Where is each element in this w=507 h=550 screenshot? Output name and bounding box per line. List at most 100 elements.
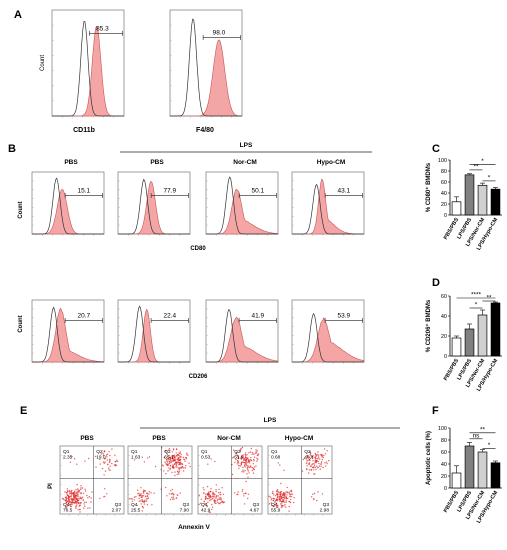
event-dot [276,494,278,496]
event-dot [173,460,175,462]
control-histogram [206,176,278,235]
event-dot [315,455,317,458]
event-dot [206,485,209,488]
event-dot [290,495,293,498]
event-dot [76,500,79,502]
event-dot [319,468,321,470]
event-dot [141,510,143,512]
event-dot [283,494,285,497]
bar-3 [477,184,488,216]
event-dot [210,499,212,501]
event-dot [309,459,311,461]
event-dot [107,463,109,466]
event-dot [219,493,221,495]
event-dot [151,504,153,506]
event-dot [137,492,139,495]
event-dot [215,489,217,491]
event-dot [314,453,317,456]
event-dot [74,502,77,504]
event-dot [313,492,316,495]
event-dot [319,454,321,456]
event-dot [315,468,317,470]
event-dot [237,460,239,462]
event-dot [211,506,214,508]
event-dot [77,489,79,491]
event-dot [73,496,75,498]
panel-e: LPS PBS PBS Nor-CM Hypo-CM PI Annexin V … [48,417,400,531]
event-dot [236,454,238,456]
event-dot [70,494,72,497]
event-dot [325,461,328,463]
event-dot [253,453,255,455]
event-dot [109,454,111,457]
event-dot [328,459,330,462]
event-dot [310,452,312,455]
dotplot-frame [197,445,263,515]
q3-value: 2.07 [112,508,122,514]
event-dot [179,459,182,461]
control-histogram [206,309,278,363]
event-dot [115,464,118,467]
event-dot [270,502,273,504]
event-dot [142,495,144,497]
event-dot [314,461,316,463]
event-dot [111,448,113,450]
event-dot [216,499,219,501]
event-dot [91,491,93,493]
event-dot [281,496,284,498]
event-dot [255,451,257,453]
gate-value: 43.1 [338,188,351,195]
event-dot [162,465,164,467]
event-dot [143,489,145,491]
event-dot [285,497,287,499]
event-dot [168,493,170,495]
event-dot [178,458,180,460]
event-dot [222,493,225,495]
event-dot [87,507,89,509]
event-dot [142,492,145,494]
event-dot [313,469,315,471]
event-dot [235,459,237,461]
event-dot [251,469,253,472]
q2-value: 19.0 [96,455,106,461]
event-dot [173,454,176,456]
event-dot [257,453,260,455]
event-dot [217,501,219,503]
event-dot [278,498,281,500]
event-dot [236,463,238,465]
event-dot [131,498,133,500]
event-dot [208,511,210,513]
histogram-cd206-2: 22.4 [117,299,191,364]
panel-a: Count CD11b F4/80 85.3 98.0 [40,9,243,134]
event-dot [246,466,249,468]
event-dot [308,456,310,459]
y-tick-label: 60 [441,450,447,456]
event-dot [71,498,73,501]
event-dot [291,493,294,495]
event-dot [66,500,68,503]
event-dot [185,457,188,459]
event-dot [88,496,91,498]
event-dot [285,496,287,498]
event-dot [82,499,85,501]
event-dot [268,503,271,505]
event-dot [207,498,209,500]
event-dot [285,491,287,493]
panel-a-ylabel: Count [40,55,46,71]
event-dot [75,507,77,509]
event-dot [242,466,244,469]
event-dot [141,499,143,501]
event-dot [106,453,109,455]
event-dot [210,496,213,498]
event-dot [138,497,140,500]
event-dot [75,498,77,500]
control-histogram [170,18,242,117]
event-dot [219,502,222,504]
event-dot [147,496,149,498]
event-dot [220,501,223,503]
event-dot [240,458,243,460]
event-dot [209,511,211,513]
event-dot [245,463,248,465]
event-dot [174,471,176,473]
